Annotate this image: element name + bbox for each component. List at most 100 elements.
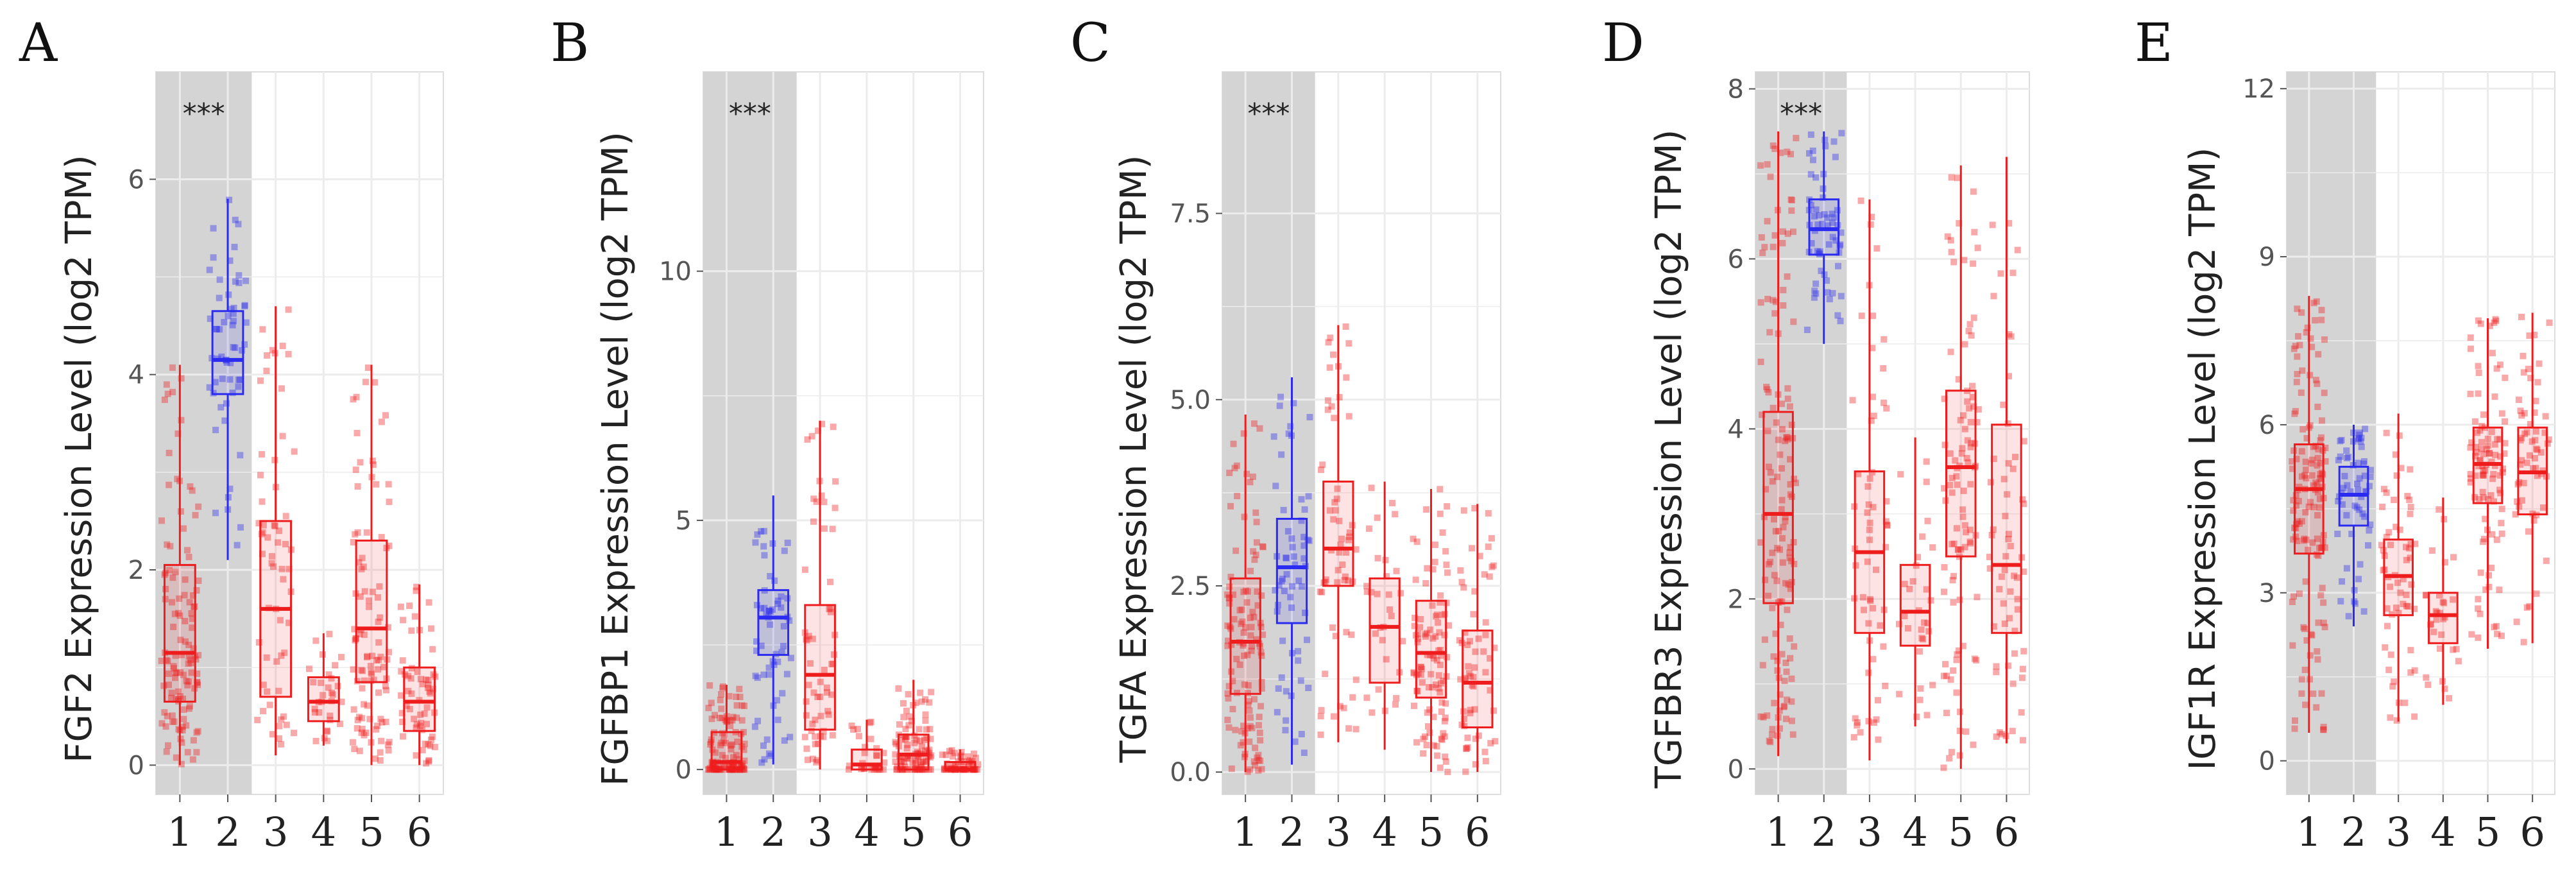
data-point [2339, 501, 2346, 508]
data-point [2310, 690, 2317, 698]
data-point [424, 684, 431, 691]
data-point [1986, 553, 1993, 560]
y-tick-label: 6 [128, 165, 144, 194]
data-point [291, 448, 298, 455]
y-tick-label: 5.0 [1170, 386, 1211, 415]
data-point [2436, 610, 2443, 617]
data-point [1963, 454, 1970, 461]
data-point [1941, 395, 1948, 402]
data-point [2309, 539, 2316, 546]
data-point [187, 656, 194, 664]
data-point [2009, 728, 2016, 735]
data-point [1488, 535, 1495, 542]
data-point [2320, 726, 2327, 733]
box-6 [1986, 157, 2027, 744]
data-point [286, 565, 293, 572]
data-point [2313, 704, 2320, 711]
data-point [278, 652, 285, 659]
data-point [2008, 333, 2015, 340]
data-point [1883, 498, 1890, 505]
data-point [2392, 451, 2399, 458]
box-body [1808, 198, 1840, 256]
data-point [1437, 646, 1444, 653]
data-point [1304, 536, 1311, 544]
data-point [1236, 606, 1243, 613]
data-point [1433, 612, 1440, 619]
data-point [2394, 579, 2401, 587]
data-point [398, 668, 405, 675]
data-point [1970, 403, 1977, 410]
data-point [190, 737, 197, 744]
data-point [1289, 583, 1296, 590]
data-point [892, 739, 899, 746]
data-point [185, 641, 192, 648]
data-point [1245, 701, 1252, 708]
data-point [1424, 709, 1431, 716]
data-point [1771, 572, 1778, 579]
data-point [873, 752, 880, 759]
data-point [1482, 758, 1489, 765]
data-point [1302, 610, 1309, 617]
data-point [1854, 719, 1861, 726]
data-point [385, 649, 392, 656]
data-point [1410, 535, 1417, 542]
data-point [2314, 481, 2321, 488]
data-point [397, 603, 404, 610]
data-point [278, 385, 285, 392]
data-point [1288, 535, 1295, 542]
data-point [223, 400, 230, 407]
data-point [1952, 457, 1959, 464]
data-point [352, 467, 359, 474]
data-point [740, 765, 747, 772]
data-point [1438, 735, 1445, 742]
data-point [1761, 636, 1768, 643]
data-point [370, 461, 377, 468]
data-point [901, 758, 908, 766]
data-point [1334, 485, 1341, 492]
data-point [1427, 651, 1434, 658]
data-point [2355, 576, 2362, 583]
data-point [178, 651, 185, 658]
data-point [1254, 754, 1261, 761]
data-point [1765, 463, 1772, 470]
data-point [1946, 755, 1953, 762]
data-point [1999, 731, 2006, 738]
data-point [1426, 684, 1433, 691]
data-point [2403, 592, 2410, 599]
data-point [172, 569, 179, 576]
data-point [1490, 562, 1497, 569]
data-point [1317, 467, 1324, 474]
data-point [1284, 527, 1292, 535]
data-point [1463, 745, 1470, 752]
data-point [1917, 685, 1924, 692]
data-point [177, 508, 184, 515]
data-point [1787, 655, 1794, 662]
data-point [359, 715, 366, 722]
data-point [361, 631, 368, 638]
data-point [778, 604, 785, 611]
data-point [163, 748, 170, 755]
data-point [311, 709, 318, 716]
data-point [1824, 289, 1831, 296]
data-point [1233, 462, 1240, 469]
data-point [1342, 323, 1349, 330]
data-point [818, 492, 825, 499]
data-point [809, 755, 816, 762]
data-point [1345, 413, 1352, 420]
data-point [1780, 302, 1787, 309]
data-point [1953, 689, 1960, 696]
data-point [2002, 513, 2009, 520]
data-point [1769, 549, 1776, 556]
data-point [1814, 221, 1821, 228]
data-point [398, 692, 405, 699]
data-point [1229, 706, 1236, 713]
data-point [1966, 526, 1974, 533]
data-point [1301, 555, 1308, 562]
data-point [1224, 637, 1231, 644]
data-point [1789, 196, 1796, 203]
data-point [950, 753, 957, 760]
data-point [1870, 413, 1877, 420]
data-point [1304, 637, 1311, 644]
data-point [1437, 510, 1444, 517]
data-point [1298, 731, 1305, 738]
